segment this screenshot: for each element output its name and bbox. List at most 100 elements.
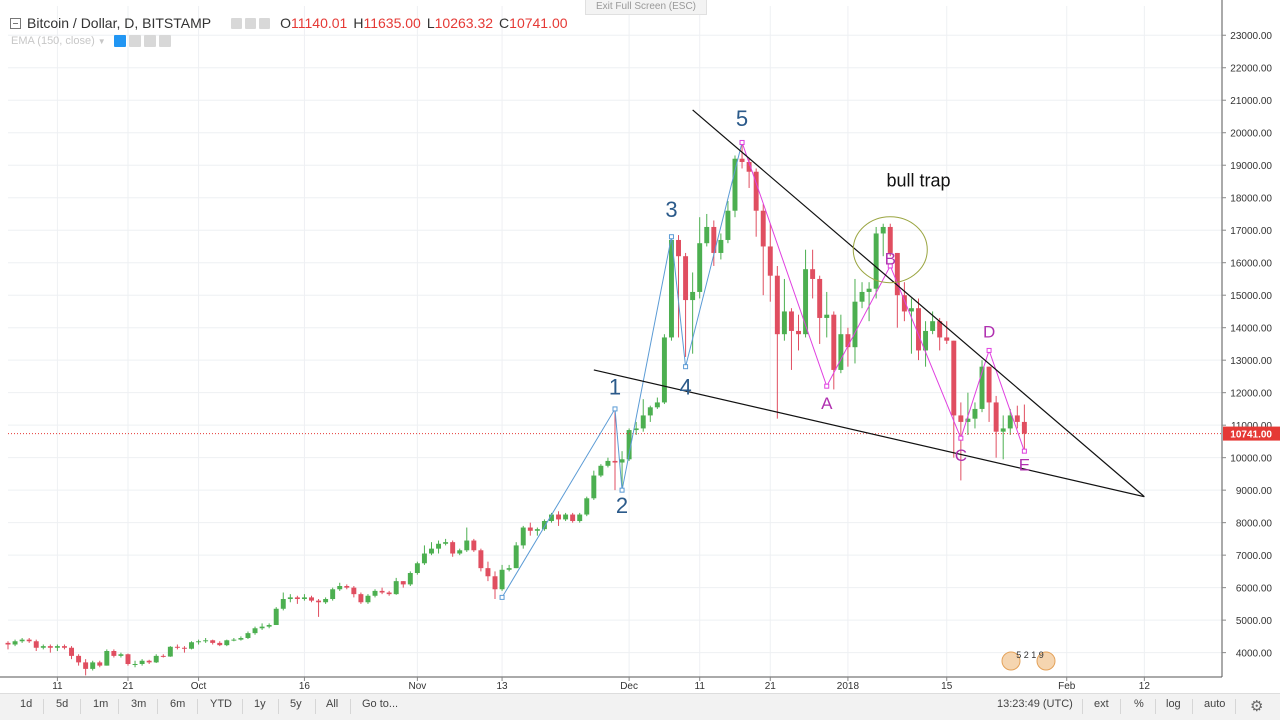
range-5y-button[interactable]: 5y xyxy=(290,698,302,710)
price-axis[interactable]: 4000.00 5000.00 6000.00 7000.00 8000.00 9000.… xyxy=(1222,31,1280,660)
candle-body xyxy=(1014,415,1020,422)
wave-point xyxy=(887,263,893,269)
wave-point xyxy=(668,234,674,240)
candle-body xyxy=(549,514,554,522)
collapse-icon[interactable] xyxy=(10,17,21,29)
candle-body xyxy=(838,334,844,370)
candle-body xyxy=(90,662,96,669)
candle-body xyxy=(690,291,696,301)
candle-body xyxy=(266,625,272,627)
chart-annotation-label: 5 xyxy=(736,106,748,131)
wave-point xyxy=(739,139,745,145)
gear-icon[interactable]: ⚙ xyxy=(1250,698,1264,715)
percent-scale-toggle[interactable]: % xyxy=(1134,698,1144,710)
candle-body xyxy=(421,553,427,564)
candle-body xyxy=(880,226,886,234)
y-tick-label: 17000.00 xyxy=(1230,226,1272,237)
candle-body xyxy=(951,340,957,416)
candle-body xyxy=(513,545,519,569)
eye-icon[interactable] xyxy=(231,17,243,29)
candle-body xyxy=(916,308,921,351)
utc-clock[interactable]: 13:23:49 (UTC) xyxy=(997,698,1073,710)
y-tick-label: 12000.00 xyxy=(1230,389,1272,400)
candle-body xyxy=(224,640,230,646)
candle-body xyxy=(527,527,533,531)
candle-body xyxy=(231,639,237,641)
candle-body xyxy=(125,654,131,665)
lower-trendline xyxy=(593,369,1145,498)
candle-body xyxy=(301,597,307,600)
wave-point xyxy=(986,347,992,353)
candle-body xyxy=(817,278,823,318)
candle-body xyxy=(273,608,279,626)
settings-icon[interactable] xyxy=(245,17,257,29)
high-value: 11635.00 xyxy=(363,15,421,31)
candle-body xyxy=(104,651,110,666)
goto-date-button[interactable]: Go to... xyxy=(362,698,399,710)
range-5d-button[interactable]: 5d xyxy=(56,698,69,710)
close-icon[interactable] xyxy=(259,17,271,29)
time-axis[interactable]: 11 21 Oct 16 Nov 13 Dec 11 21 2018 15 Feb 12 5 2 1 9 xyxy=(52,650,1150,692)
chevron-down-icon[interactable]: ▼ xyxy=(97,36,106,46)
candle-body xyxy=(697,243,703,292)
settings-icon[interactable] xyxy=(128,35,141,47)
candle-body xyxy=(457,550,463,554)
extended-hours-toggle[interactable]: ext xyxy=(1094,698,1109,710)
candle-body xyxy=(908,308,914,312)
range-6m-button[interactable]: 6m xyxy=(170,698,186,710)
auto-scale-toggle[interactable]: auto xyxy=(1204,698,1226,710)
candle-body xyxy=(520,527,526,546)
chart-annotation-label: D xyxy=(983,322,995,341)
candle-body xyxy=(619,459,625,463)
upper-trendline xyxy=(692,109,1145,498)
candle-body xyxy=(323,599,329,603)
candle-body xyxy=(937,321,943,338)
candle-body xyxy=(887,226,893,253)
candle-body xyxy=(54,646,60,648)
flag-icon xyxy=(1036,651,1056,671)
candle-body xyxy=(386,592,392,595)
candle-body xyxy=(337,586,343,590)
chart-annotation-label: 1 xyxy=(609,374,621,399)
y-tick-label: 14000.00 xyxy=(1230,324,1272,335)
range-ytd-button[interactable]: YTD xyxy=(210,698,232,710)
chart-annotation-label: C xyxy=(955,446,967,465)
ema-indicator-legend[interactable]: EMA (150, close) ▼ xyxy=(11,35,171,47)
candle-body xyxy=(930,321,936,331)
exit-fullscreen-button[interactable]: Exit Full Screen (ESC) xyxy=(585,0,707,15)
range-1y-button[interactable]: 1y xyxy=(254,698,266,710)
log-scale-toggle[interactable]: log xyxy=(1166,698,1181,710)
candle-body xyxy=(612,460,618,463)
symbol-title[interactable]: Bitcoin / Dollar, D, BITSTAMP xyxy=(27,15,212,31)
ema-label[interactable]: EMA (150, close) xyxy=(11,35,95,47)
candle-body xyxy=(478,550,484,569)
candle-body xyxy=(958,415,964,422)
delete-icon[interactable] xyxy=(143,35,156,47)
y-tick-label: 4000.00 xyxy=(1236,649,1273,660)
candle-body xyxy=(393,581,399,595)
candle-body xyxy=(944,337,950,341)
range-1m-button[interactable]: 1m xyxy=(93,698,109,710)
chart-annotation-label: B xyxy=(885,249,896,268)
x-tick-label: 16 xyxy=(299,681,311,692)
candle-body xyxy=(344,586,350,588)
range-all-button[interactable]: All xyxy=(326,698,339,710)
candle-body xyxy=(146,660,152,663)
candle-body xyxy=(810,269,816,279)
candle-body xyxy=(167,646,173,657)
candle-body xyxy=(1021,421,1027,434)
y-tick-label: 7000.00 xyxy=(1236,551,1273,562)
candle-body xyxy=(26,639,32,642)
close-icon[interactable] xyxy=(158,35,171,47)
range-1d-button[interactable]: 1d xyxy=(20,698,33,710)
range-3m-button[interactable]: 3m xyxy=(131,698,147,710)
x-tick-label: 12 xyxy=(1139,681,1151,692)
eye-icon[interactable] xyxy=(113,35,126,47)
candle-body xyxy=(563,514,569,520)
candle-body xyxy=(330,589,336,600)
last-price-badge xyxy=(1223,426,1280,441)
events-badge: 5 2 1 9 xyxy=(1001,650,1056,671)
candle-body xyxy=(372,590,378,596)
